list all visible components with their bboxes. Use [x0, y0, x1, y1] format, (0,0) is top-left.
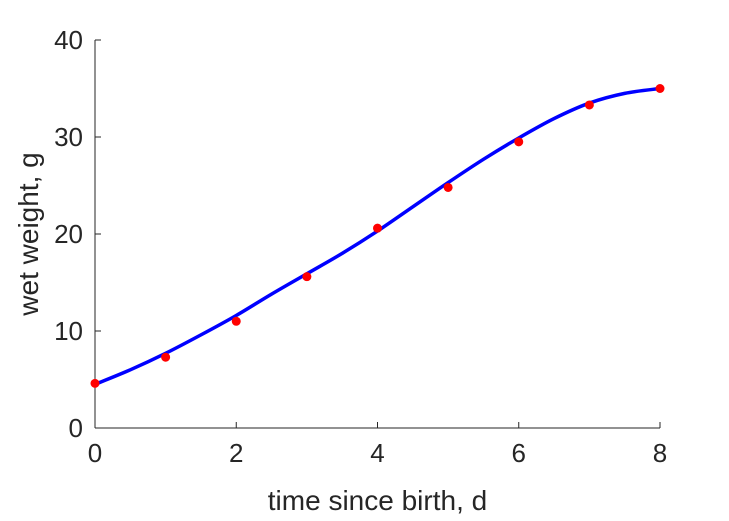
y-tick-label: 20 — [54, 219, 83, 249]
data-point — [584, 100, 594, 110]
axes — [94, 40, 660, 429]
y-tick-label: 10 — [54, 316, 83, 346]
data-point — [373, 223, 382, 233]
fit-curve — [94, 86, 661, 386]
ticks: 0 2 4 6 8 0 10 20 30 40 — [54, 25, 667, 468]
data-point — [655, 84, 665, 93]
y-tick-label: 40 — [54, 25, 83, 55]
x-tick-label: 6 — [512, 438, 526, 468]
x-tick-label: 4 — [370, 438, 384, 468]
x-tick-label: 0 — [88, 438, 102, 468]
x-tick-label: 2 — [229, 438, 243, 468]
y-tick-label: 30 — [54, 122, 83, 152]
data-point — [161, 352, 171, 362]
x-tick-label: 8 — [653, 438, 667, 468]
y-tick-label: 0 — [69, 413, 83, 443]
data-point — [443, 182, 453, 192]
y-axis-title: wet weight, g — [13, 152, 44, 316]
x-axis-title: time since birth, d — [268, 485, 487, 516]
data-point — [302, 272, 312, 282]
data-point — [514, 137, 524, 147]
data-point — [231, 316, 241, 326]
data-point — [90, 378, 100, 388]
plot-area — [90, 84, 665, 388]
